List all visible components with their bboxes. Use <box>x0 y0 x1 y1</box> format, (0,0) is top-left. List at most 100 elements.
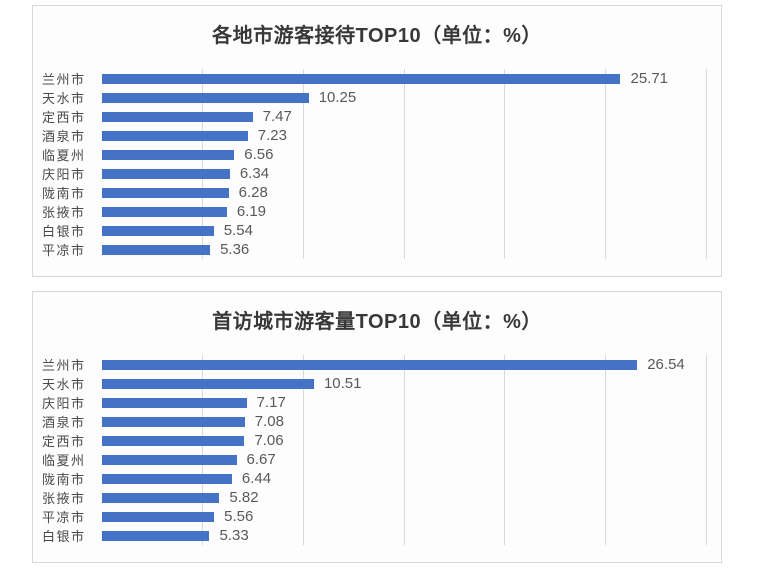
value-label: 10.25 <box>318 89 357 106</box>
value-label: 7.23 <box>257 127 287 144</box>
gridline-tick-15 <box>403 355 405 545</box>
gridline-tick-30 <box>706 355 707 545</box>
chart-row: 白银市 5.54 <box>33 221 721 240</box>
chart-row: 酒泉市 7.08 <box>33 412 721 431</box>
value-label: 5.82 <box>229 489 259 506</box>
bar-track: 5.33 <box>102 526 707 545</box>
bar <box>102 435 245 446</box>
bar <box>102 73 621 84</box>
bar <box>102 111 253 122</box>
gridline-tick-20 <box>504 69 506 259</box>
chart-row: 临夏州 6.56 <box>33 145 721 164</box>
chart-row: 陇南市 6.44 <box>33 469 721 488</box>
chart-row: 临夏州 6.67 <box>33 450 721 469</box>
chart-row: 天水市 10.51 <box>33 374 721 393</box>
bar-track: 6.19 <box>102 202 707 221</box>
category-label: 兰州市 <box>42 72 86 87</box>
value-label: 6.34 <box>239 165 270 182</box>
bar <box>102 454 237 465</box>
category-label: 平凉市 <box>42 243 86 258</box>
category-label: 白银市 <box>42 529 86 544</box>
chart-rows: 兰州市 26.54 天水市 10.51 庆阳市 7.17 酒泉市 7.08 定西市 7.06 临夏州… <box>33 355 721 545</box>
gridline-tick-25 <box>605 69 607 259</box>
value-label: 10.51 <box>323 375 362 392</box>
bar <box>102 397 247 408</box>
bar-track: 6.67 <box>102 450 707 469</box>
value-label: 7.17 <box>256 394 286 411</box>
bar <box>102 530 210 541</box>
value-label: 7.47 <box>262 108 292 125</box>
gridline-tick-10 <box>302 69 304 259</box>
gridline-tick-10 <box>302 355 304 545</box>
category-label: 陇南市 <box>42 472 86 487</box>
bar-track: 6.56 <box>102 145 707 164</box>
bar <box>102 473 232 484</box>
gridline-tick-5 <box>201 69 203 259</box>
gridline-tick-25 <box>605 355 607 545</box>
category-label: 临夏州 <box>42 453 86 468</box>
chart-panel-first-visit: 首访城市游客量TOP10（单位：%） 兰州市 26.54 天水市 10.51 庆阳市 7.… <box>32 291 722 563</box>
value-label: 6.67 <box>246 451 276 468</box>
chart-row: 平凉市 5.36 <box>33 240 721 259</box>
bar-track: 6.44 <box>102 469 707 488</box>
bar <box>102 225 214 236</box>
value-label: 7.08 <box>254 413 284 430</box>
bar <box>102 206 227 217</box>
chart-title-city-reception: 各地市游客接待TOP10（单位：%） <box>212 25 542 47</box>
chart-panel-city-reception: 各地市游客接待TOP10（单位：%） 兰州市 25.71 天水市 10.25 定西市 7.… <box>32 5 722 277</box>
value-label: 5.36 <box>220 241 250 258</box>
chart-rows: 兰州市 25.71 天水市 10.25 定西市 7.47 酒泉市 7.23 临夏州 6.56 庆阳市… <box>33 69 721 259</box>
chart-row: 兰州市 25.71 <box>33 69 721 88</box>
gridline-tick-30 <box>706 69 707 259</box>
bar <box>102 92 309 103</box>
chart-row: 定西市 7.47 <box>33 107 721 126</box>
category-label: 平凉市 <box>42 510 86 525</box>
bar <box>102 416 245 427</box>
value-label: 6.56 <box>244 146 274 163</box>
chart-row: 兰州市 26.54 <box>33 355 721 374</box>
chart-row: 定西市 7.06 <box>33 431 721 450</box>
category-label: 临夏州 <box>42 148 86 163</box>
bar-track: 26.54 <box>102 355 707 374</box>
category-label: 张掖市 <box>42 205 86 220</box>
value-label: 5.56 <box>224 508 254 525</box>
bar <box>102 244 211 255</box>
bar <box>102 168 230 179</box>
bar-track: 7.23 <box>102 126 707 145</box>
bar <box>102 130 248 141</box>
gridline-tick-5 <box>201 355 203 545</box>
bar-track: 5.36 <box>102 240 707 259</box>
bar-track: 7.17 <box>102 393 707 412</box>
gridline-tick-20 <box>504 355 506 545</box>
chart-row: 酒泉市 7.23 <box>33 126 721 145</box>
value-label: 5.33 <box>219 527 249 544</box>
bar-track: 5.56 <box>102 507 707 526</box>
bar-track: 5.82 <box>102 488 707 507</box>
chart-row: 张掖市 5.82 <box>33 488 721 507</box>
category-label: 酒泉市 <box>42 129 86 144</box>
category-label: 白银市 <box>42 224 86 239</box>
bar-track: 7.47 <box>102 107 707 126</box>
bar-chart-city-reception: 兰州市 25.71 天水市 10.25 定西市 7.47 酒泉市 7.23 临夏州 6.56 庆阳市… <box>33 69 721 259</box>
value-label: 7.06 <box>254 432 284 449</box>
category-label: 天水市 <box>42 91 86 106</box>
gridlines <box>102 355 707 545</box>
chart-row: 平凉市 5.56 <box>33 507 721 526</box>
value-label: 6.44 <box>241 470 272 487</box>
chart-row: 天水市 10.25 <box>33 88 721 107</box>
gridlines <box>102 69 707 259</box>
bar-track: 10.51 <box>102 374 707 393</box>
bar-track: 7.06 <box>102 431 707 450</box>
category-label: 酒泉市 <box>42 415 86 430</box>
bar-track: 10.25 <box>102 88 707 107</box>
category-label: 定西市 <box>42 434 86 449</box>
category-label: 庆阳市 <box>42 396 86 411</box>
category-label: 天水市 <box>42 377 86 392</box>
value-label: 5.54 <box>223 222 253 239</box>
chart-title-first-visit: 首访城市游客量TOP10（单位：%） <box>212 311 542 333</box>
bar <box>102 149 235 160</box>
bar-chart-first-visit: 兰州市 26.54 天水市 10.51 庆阳市 7.17 酒泉市 7.08 定西市 7.06 临夏州… <box>33 355 721 545</box>
chart-row: 庆阳市 6.34 <box>33 164 721 183</box>
category-label: 定西市 <box>42 110 86 125</box>
